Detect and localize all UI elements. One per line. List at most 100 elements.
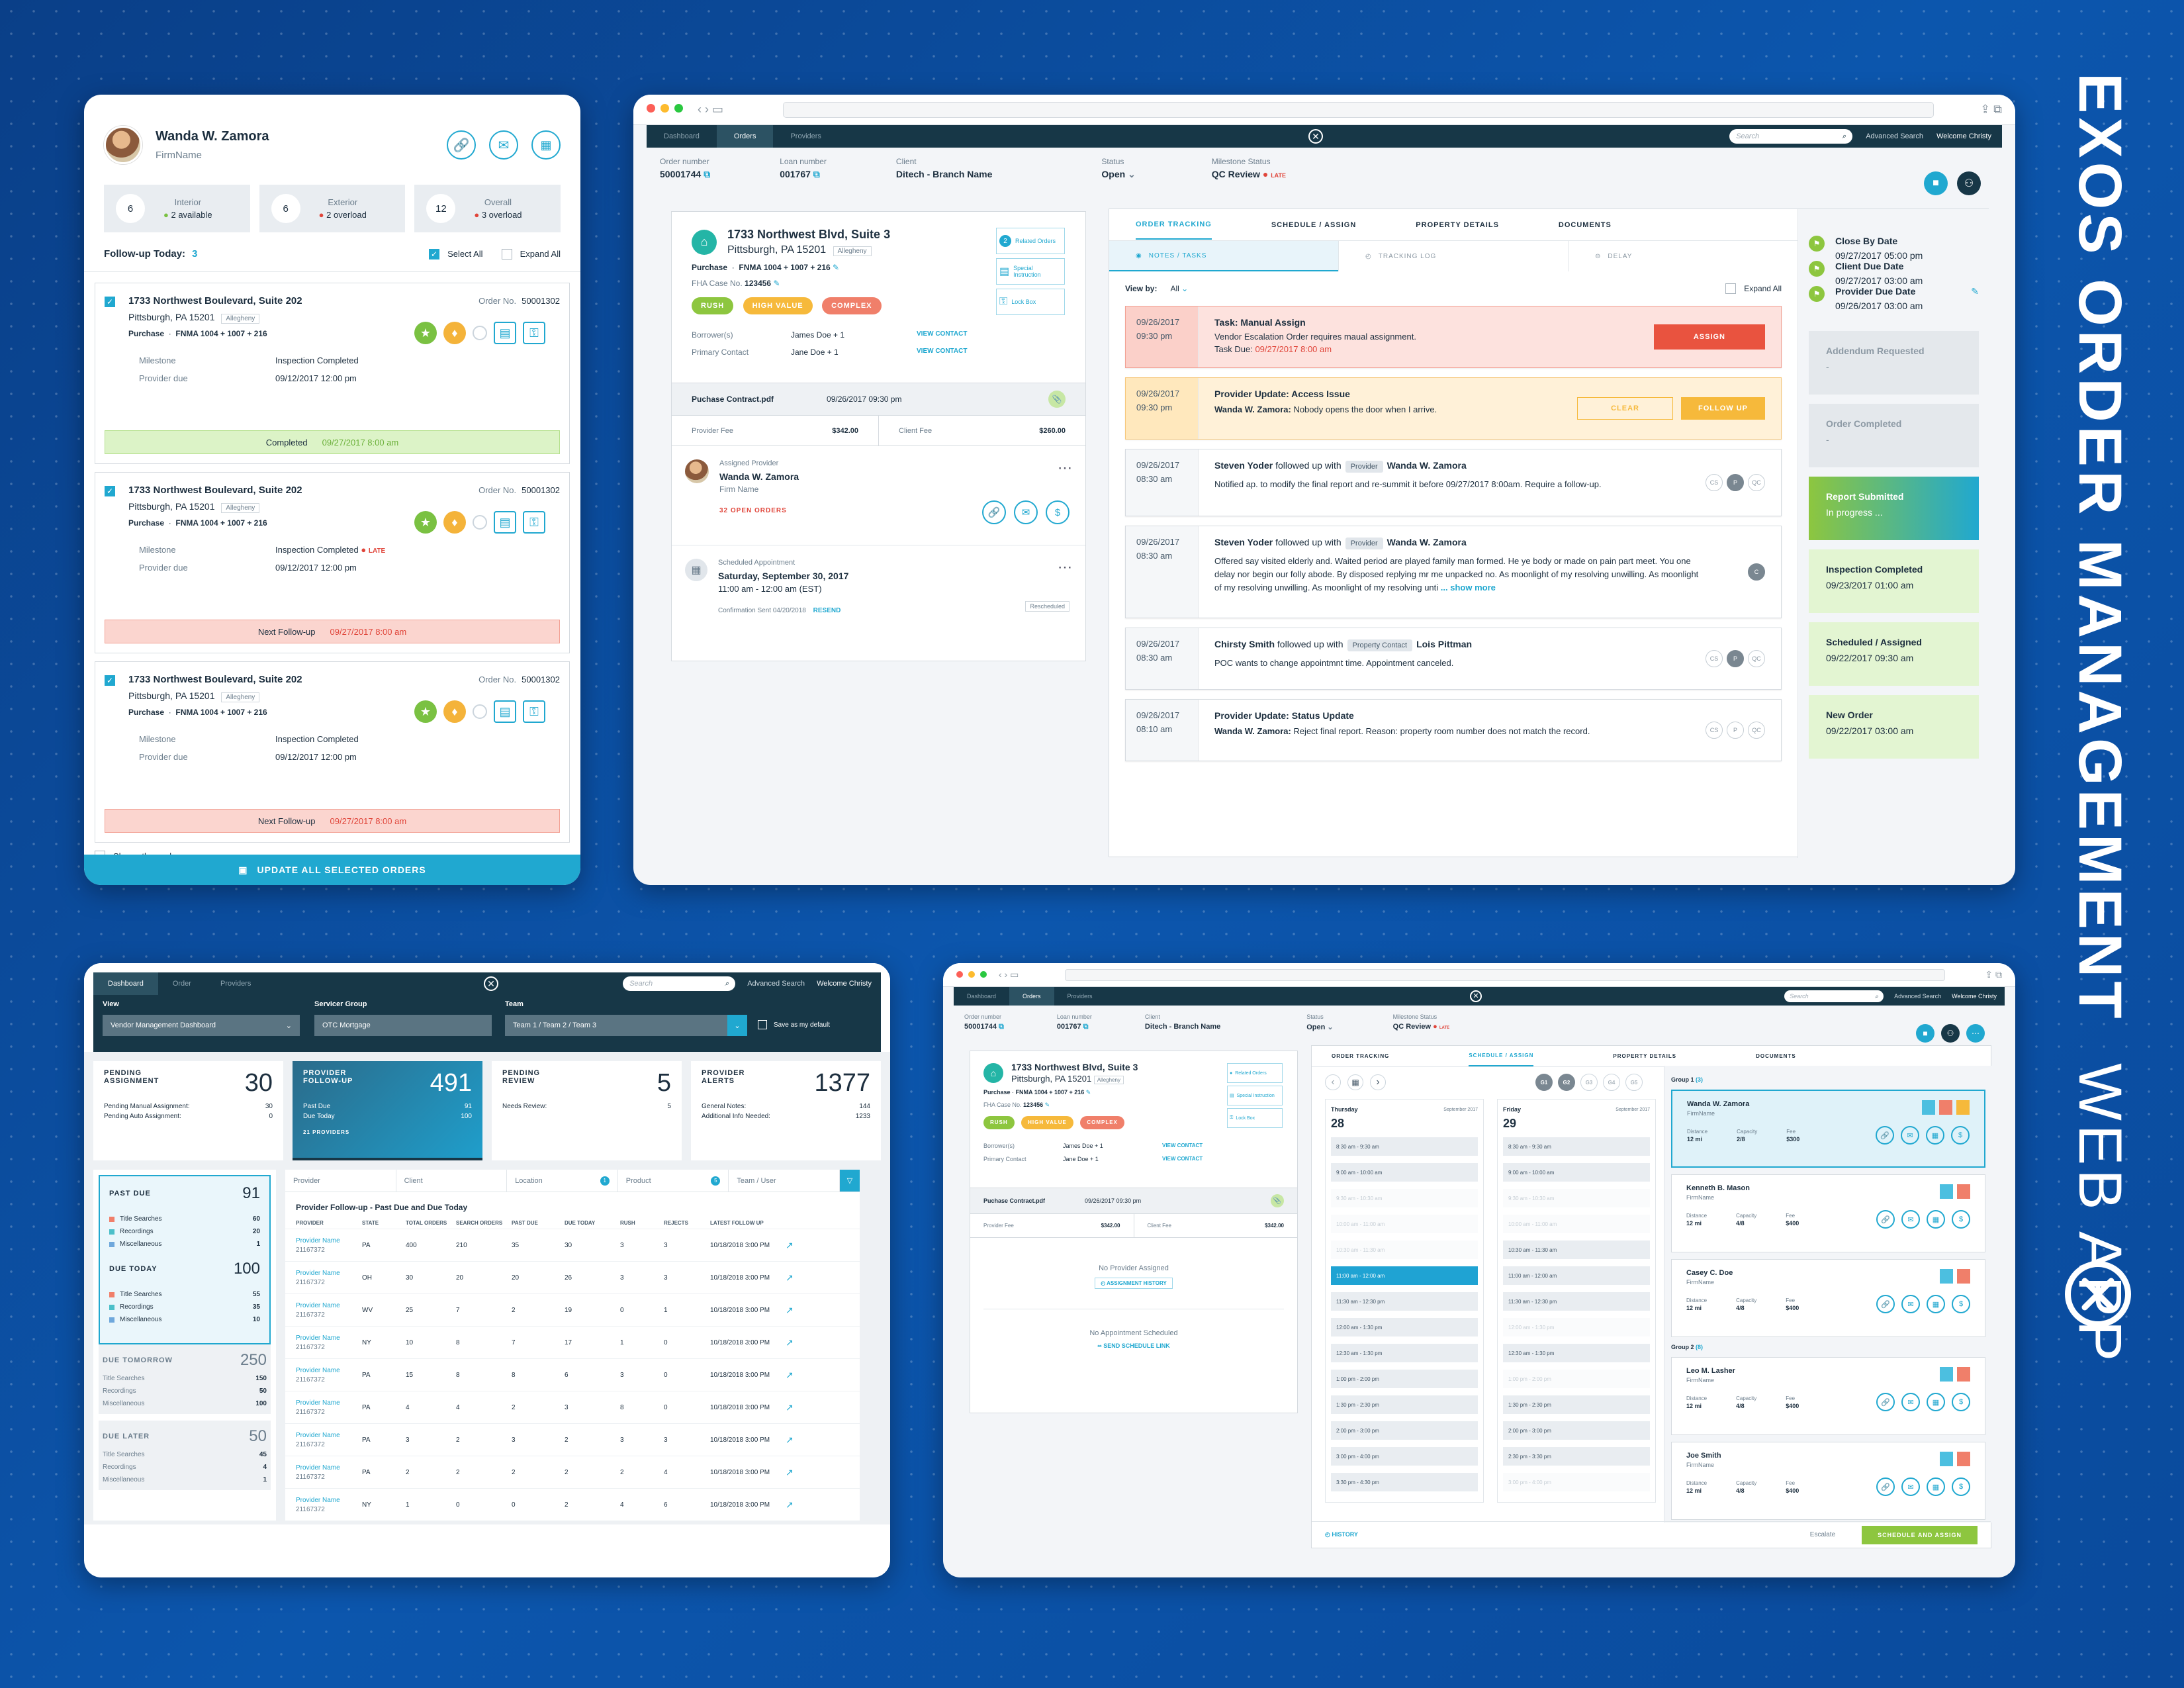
tab-property-details[interactable]: PROPERTY DETAILS [1613, 1053, 1677, 1059]
nav-arrows-icon[interactable]: ‹ › ▭ [698, 103, 723, 116]
contract-file[interactable]: Puchase Contract.pdf [983, 1197, 1046, 1204]
welcome-user[interactable]: Welcome Christy [1936, 132, 1991, 140]
kpi-card[interactable]: PENDING ASSIGNMENT 30 Pending Manual Assig… [93, 1061, 283, 1160]
more-icon[interactable]: ⋯ [1966, 1024, 1985, 1043]
filter-team-user[interactable]: Team / User [729, 1170, 840, 1192]
open-external-icon[interactable]: ↗ [786, 1499, 794, 1510]
search-input[interactable]: Search ⌕ [1729, 129, 1853, 144]
open-external-icon[interactable]: ↗ [786, 1239, 794, 1250]
attachment-icon[interactable]: 📎 [1048, 391, 1066, 408]
provider-name[interactable]: Provider Name [296, 1366, 340, 1374]
group-button-g2[interactable]: G2 [1558, 1074, 1575, 1091]
provider-card[interactable]: Wanda W. Zamora FirmName Distance 12 mi Ca… [1671, 1090, 1985, 1168]
calendar-icon[interactable]: ▦ [1927, 1393, 1945, 1411]
edit-icon[interactable]: ✎ [1971, 286, 1979, 297]
mail-icon[interactable]: ✉ [1901, 1295, 1920, 1313]
dollar-icon[interactable]: $ [1951, 1126, 1970, 1145]
timeline-item[interactable]: 09/26/2017 08:30 am Chirsty Smith followed… [1125, 628, 1782, 690]
chevron-down-icon[interactable]: ⌄ [1327, 1023, 1334, 1031]
provider-card[interactable]: Joe Smith FirmName Distance 12 mi Capacity… [1671, 1442, 1985, 1520]
edit-icon[interactable]: ✎ [1044, 1102, 1050, 1108]
search-input[interactable]: Search ⌕ [623, 976, 736, 991]
edit-icon[interactable]: ✎ [1085, 1089, 1091, 1096]
nav-dashboard[interactable]: Dashboard [967, 993, 997, 1000]
group-button-g4[interactable]: G4 [1603, 1074, 1620, 1091]
order-card[interactable]: ✓ 1733 Northwest Boulevard, Suite 202 Ord… [95, 283, 570, 464]
share-icon[interactable]: ⇪ ⧉ [1980, 103, 2002, 116]
time-slot[interactable]: 10:30 am - 11:30 am [1503, 1241, 1650, 1259]
calendar-icon[interactable]: ▦ [1927, 1210, 1945, 1229]
mail-icon[interactable]: ✉ [1901, 1126, 1919, 1145]
provider-name[interactable]: Provider Name [296, 1464, 340, 1472]
attachment-icon[interactable]: 📎 [1271, 1194, 1284, 1207]
tab-order-tracking[interactable]: ORDER TRACKING [1136, 211, 1212, 240]
order-checkbox[interactable]: ✓ [105, 297, 115, 307]
subtab-notes[interactable]: ◉ NOTES / TASKS [1109, 241, 1338, 271]
view-select[interactable]: Vendor Management Dashboard ⌄ [103, 1015, 300, 1036]
view-by-select[interactable]: All ⌄ [1170, 284, 1188, 293]
address-bar[interactable] [1065, 968, 1946, 981]
group-button-g5[interactable]: G5 [1625, 1074, 1643, 1091]
dollar-icon[interactable]: $ [1952, 1477, 1970, 1496]
calendar-icon[interactable]: ▦ [1926, 1126, 1944, 1145]
welcome-user[interactable]: Welcome Christy [1952, 993, 1997, 1000]
column-header[interactable]: RUSH [620, 1220, 635, 1226]
lock-box-link[interactable]: ⚿ Lock Box [1227, 1108, 1283, 1128]
column-header[interactable]: SEARCH ORDERS [456, 1220, 503, 1226]
subtab-delay[interactable]: ⊖ DELAY [1568, 241, 1797, 271]
special-instruction-link[interactable]: ▤ Special Instruction [1227, 1086, 1283, 1105]
time-slot[interactable]: 12:30 am - 1:30 pm [1503, 1344, 1650, 1362]
time-slot[interactable]: 3:30 pm - 4:30 pm [1331, 1473, 1478, 1491]
copy-icon[interactable]: ⧉ [1083, 1022, 1089, 1031]
column-header[interactable]: PAST DUE [512, 1220, 538, 1226]
nav-order[interactable]: Order [172, 980, 191, 988]
time-slot[interactable]: 9:00 am - 10:00 am [1331, 1163, 1478, 1182]
due-group[interactable]: DUE LATER 50 Title Searches 45 Recordings 4 Mi… [99, 1421, 271, 1490]
time-slot[interactable]: 10:00 am - 11:00 am [1331, 1215, 1478, 1233]
column-header[interactable]: TOTAL ORDERS [406, 1220, 447, 1226]
open-external-icon[interactable]: ↗ [786, 1466, 794, 1477]
save-default-checkbox[interactable] [758, 1020, 767, 1029]
table-row[interactable]: Provider Name 21167372 WV 25 7 2 19 0 1 10/18/201… [285, 1293, 860, 1327]
calendar-icon[interactable]: ▦ [531, 130, 561, 160]
show-more-link[interactable]: ... show more [1440, 583, 1496, 593]
timeline-item[interactable]: 09/26/2017 08:30 am Steven Yoder followed … [1125, 449, 1782, 516]
time-slot[interactable]: 8:30 am - 9:30 am [1331, 1137, 1478, 1156]
related-orders-link[interactable]: ● Related Orders [1227, 1063, 1283, 1083]
escalate-button[interactable]: Escalate [1809, 1531, 1836, 1538]
time-slot[interactable]: 2:30 pm - 3:30 pm [1503, 1447, 1650, 1466]
dollar-icon[interactable]: $ [1046, 500, 1069, 524]
column-header[interactable]: LATEST FOLLOW UP [710, 1220, 764, 1226]
tab-documents[interactable]: DOCUMENTS [1756, 1053, 1796, 1059]
link-icon[interactable]: 🔗 [982, 500, 1006, 524]
dollar-icon[interactable]: $ [1952, 1210, 1970, 1229]
table-row[interactable]: Provider Name 21167372 PA 400 210 35 30 3 3 10/18… [285, 1229, 860, 1262]
document-icon[interactable]: ▤ [494, 700, 516, 723]
time-slot[interactable]: 11:30 am - 12:30 pm [1503, 1292, 1650, 1311]
document-icon[interactable]: ▤ [494, 511, 516, 534]
select-all-checkbox[interactable]: ✓ [429, 248, 440, 259]
mail-icon[interactable]: ✉ [489, 130, 518, 160]
mail-icon[interactable]: ✉ [1901, 1477, 1920, 1496]
group-button-g3[interactable]: G3 [1580, 1074, 1598, 1091]
timeline-item[interactable]: 09/26/2017 09:30 pm Provider Update: Acces… [1125, 377, 1782, 440]
document-icon[interactable]: ▤ [494, 322, 516, 344]
time-slot[interactable]: 1:30 pm - 2:30 pm [1331, 1395, 1478, 1414]
nav-orders[interactable]: Orders [1009, 987, 1054, 1006]
time-slot[interactable]: 11:00 am - 12:00 am [1503, 1266, 1650, 1285]
time-slot[interactable]: 12:00 am - 1:30 pm [1503, 1318, 1650, 1336]
time-slot[interactable]: 11:00 am - 12:00 am [1331, 1266, 1478, 1285]
kpi-card[interactable]: PENDING REVIEW 5 Needs Review: 5 [492, 1061, 682, 1160]
due-group[interactable]: PAST DUE 91 Title Searches 60 Recordings 20 Mi… [109, 1184, 260, 1248]
link-icon[interactable]: 🔗 [447, 130, 476, 160]
view-contact-link[interactable]: VIEW CONTACT [1162, 1142, 1203, 1149]
table-row[interactable]: Provider Name 21167372 PA 15 8 8 6 3 0 10/18/2018… [285, 1358, 860, 1391]
expand-all-checkbox[interactable] [501, 248, 512, 259]
mail-icon[interactable]: ✉ [1901, 1210, 1920, 1229]
tab-documents[interactable]: DOCUMENTS [1558, 220, 1612, 229]
column-header[interactable]: DUE TODAY [565, 1220, 596, 1226]
table-row[interactable]: Provider Name 21167372 NY 1 0 0 2 4 6 10/18/2018 … [285, 1488, 860, 1521]
provider-name[interactable]: Provider Name [296, 1301, 340, 1309]
table-row[interactable]: Provider Name 21167372 PA 2 2 2 2 2 4 10/18/2018 … [285, 1456, 860, 1489]
column-header[interactable]: REJECTS [664, 1220, 688, 1226]
